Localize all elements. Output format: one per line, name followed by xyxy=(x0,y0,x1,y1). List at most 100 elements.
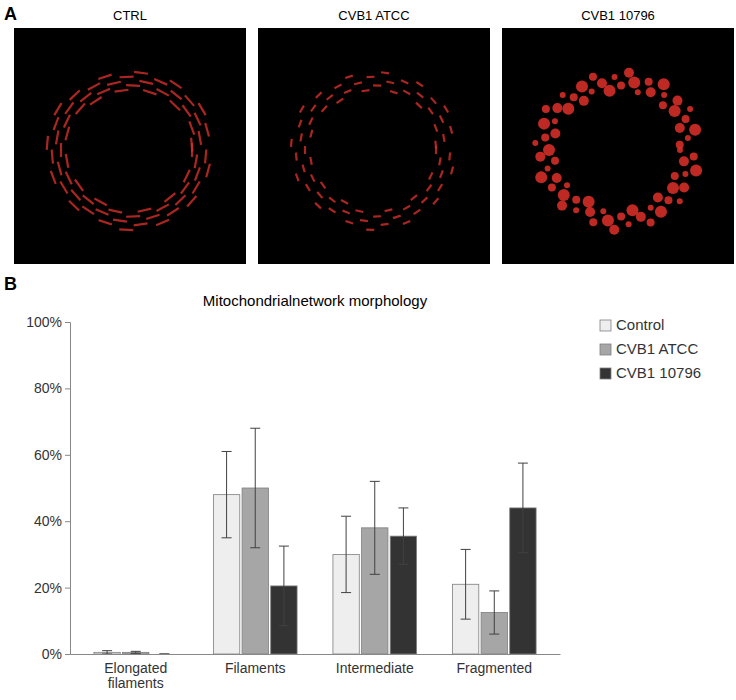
error-cap xyxy=(102,654,112,655)
mitochondrion xyxy=(167,208,179,216)
mitochondrion xyxy=(193,182,200,194)
mitochondrion xyxy=(440,170,443,177)
error-bar xyxy=(518,463,528,553)
mitochondrion xyxy=(108,210,122,213)
image-background xyxy=(14,28,246,264)
mitochondrion xyxy=(373,215,381,218)
mitochondrion xyxy=(416,82,423,86)
mitochondrion xyxy=(47,136,48,150)
mitochondrion xyxy=(191,138,192,152)
mitochondrion xyxy=(205,150,206,164)
y-tick-label: 100% xyxy=(26,314,62,330)
axis-line xyxy=(65,323,71,655)
tick-mark xyxy=(65,388,70,389)
error-stem xyxy=(522,463,523,553)
legend-label: CVB1 ATCC xyxy=(616,340,698,357)
mitochondrion xyxy=(143,90,156,94)
mitochondrion xyxy=(156,220,169,226)
label-line: filaments xyxy=(108,675,164,691)
mitochondrion xyxy=(655,206,667,218)
mitochondrion xyxy=(199,131,201,145)
error-stem xyxy=(283,546,284,626)
mitochondrion xyxy=(329,197,335,202)
y-tick: 80% xyxy=(34,380,70,396)
mitochondrion xyxy=(321,182,326,188)
y-tick: 60% xyxy=(34,447,70,463)
mitochondrion xyxy=(589,218,597,226)
mitochondrion xyxy=(589,73,597,81)
y-tick-label: 20% xyxy=(34,580,62,596)
mitochondrion xyxy=(360,220,368,221)
mitochondrion xyxy=(679,156,689,166)
mitochondrion xyxy=(65,127,69,140)
mitochondrion xyxy=(96,209,109,215)
mitochondrion xyxy=(552,118,558,124)
mitochondrion xyxy=(126,84,140,87)
mitochondrion xyxy=(306,184,310,191)
series xyxy=(123,428,508,654)
y-tick: 20% xyxy=(34,580,70,596)
mitochondrion xyxy=(138,209,152,212)
mitochondrion xyxy=(667,182,679,194)
y-tick: 0% xyxy=(42,646,70,662)
mitochondrion xyxy=(90,97,102,105)
mitochondrion xyxy=(646,87,656,97)
mitochondrion xyxy=(444,106,448,113)
mitochondrion xyxy=(612,74,618,80)
mitochondrion xyxy=(664,196,672,204)
series xyxy=(159,463,536,654)
mitochondrion xyxy=(146,215,159,219)
mitochondrion xyxy=(440,115,443,122)
mitochondrion xyxy=(290,139,293,147)
image-caption: CVB1 10796 xyxy=(581,8,655,23)
mitochondrion xyxy=(602,215,614,227)
error-stem xyxy=(255,428,256,548)
tick-mark xyxy=(65,521,70,522)
mitochondrion xyxy=(189,121,194,134)
error-cap xyxy=(489,590,499,591)
mitochondrion xyxy=(682,115,690,123)
mitochondrion xyxy=(184,170,190,183)
mitochondrion xyxy=(572,196,580,204)
mitochondrion xyxy=(366,228,374,231)
error-bar xyxy=(131,651,141,653)
x-tick: Elongatedfilaments xyxy=(104,654,167,691)
mitochondrion xyxy=(345,76,353,78)
mitochondrion xyxy=(628,76,640,88)
error-cap xyxy=(461,619,471,620)
mitochondrion xyxy=(585,207,595,217)
error-cap xyxy=(461,549,471,550)
series xyxy=(94,451,479,654)
mitochondrion xyxy=(450,126,452,134)
mitochondrion xyxy=(315,203,321,209)
mitochondrion xyxy=(617,81,625,89)
legend-item: CVB1 ATCC xyxy=(600,340,698,357)
x-tick-label: Filaments xyxy=(225,660,286,676)
mitochondrion xyxy=(562,103,574,115)
mitochondrion xyxy=(115,90,129,92)
mitochondrion xyxy=(54,103,61,115)
error-cap xyxy=(250,428,260,429)
error-bar xyxy=(222,451,232,537)
mitochondrion xyxy=(354,82,362,84)
mitochondrion xyxy=(295,153,298,161)
mitochondrion xyxy=(609,225,619,235)
legend-swatch xyxy=(600,320,611,331)
mitochondrion xyxy=(329,208,336,212)
mitochondrion xyxy=(82,206,94,214)
mitochondrion xyxy=(195,154,197,168)
legend-item: CVB1 10796 xyxy=(600,364,701,381)
mitochondrion xyxy=(195,113,201,126)
mitochondrion xyxy=(327,95,333,100)
mitochondrion xyxy=(403,221,410,224)
y-tick-label: 40% xyxy=(34,513,62,529)
image-caption: CTRL xyxy=(113,8,147,23)
mitochondrion xyxy=(311,174,314,181)
mitochondrion xyxy=(64,115,70,128)
mitochondrion xyxy=(317,192,322,198)
mitochondrion xyxy=(187,196,196,207)
mitochondrion xyxy=(154,79,167,85)
mitochondrion xyxy=(552,173,562,183)
mitochondrion xyxy=(390,91,398,93)
figure: ACTRLCVB1 ATCCCVB1 10796BMitochondrialne… xyxy=(0,0,736,700)
